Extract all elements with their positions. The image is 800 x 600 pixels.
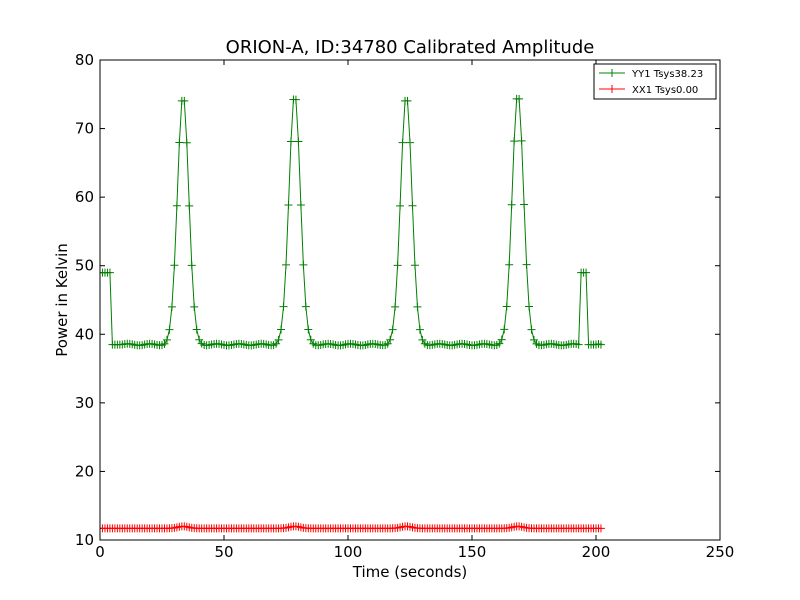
data-point: [408, 201, 417, 210]
plot-frame: [99, 59, 721, 541]
data-point: [299, 260, 308, 269]
data-point: [304, 325, 313, 334]
data-point: [296, 201, 305, 210]
data-point: [510, 137, 519, 146]
data-point: [596, 340, 605, 349]
data-point: [386, 335, 395, 344]
y-tick-label: 60: [75, 188, 94, 206]
data-point: [520, 200, 529, 209]
data-point: [517, 136, 526, 145]
data-point: [502, 302, 511, 311]
series-layer: [100, 94, 605, 533]
data-point: [175, 138, 184, 147]
y-tick-label: 50: [75, 257, 94, 275]
y-tick-label: 70: [75, 120, 94, 138]
legend-label-xx1: XX1 Tsys0.00: [632, 85, 698, 96]
data-point: [391, 302, 400, 311]
data-point: [525, 302, 534, 311]
x-tick-label: 250: [706, 543, 735, 561]
data-point: [190, 302, 199, 311]
data-point: [403, 96, 412, 105]
legend-marker-xx1: [608, 85, 616, 93]
data-point: [185, 201, 194, 210]
y-tick-label: 40: [75, 325, 94, 343]
legend: YY1 Tsys38.23 XX1 Tsys0.00: [593, 63, 717, 100]
legend-label-yy1: YY1 Tsys38.23: [631, 69, 703, 80]
chart-title: ORION-A, ID:34780 Calibrated Amplitude: [226, 37, 595, 58]
data-point: [162, 335, 171, 344]
data-point: [167, 302, 176, 311]
x-tick-label: 200: [582, 543, 611, 561]
data-point: [515, 94, 524, 103]
data-point: [596, 524, 605, 533]
y-tick-label: 10: [75, 531, 94, 549]
x-tick-label: 0: [95, 543, 105, 561]
data-point: [398, 138, 407, 147]
data-point: [294, 137, 303, 146]
data-point: [393, 261, 402, 270]
y-tick-label: 30: [75, 394, 94, 412]
data-point: [388, 325, 397, 334]
x-tick-label: 150: [458, 543, 487, 561]
data-point: [507, 200, 516, 209]
y-axis-label: Power in Kelvin: [53, 243, 71, 357]
x-axis-label: Time (seconds): [352, 563, 468, 581]
series-line: [100, 98, 602, 346]
y-tick-label: 20: [75, 462, 94, 480]
series-xx1: [100, 522, 605, 533]
data-point: [165, 325, 174, 334]
data-point: [282, 260, 290, 269]
data-point: [413, 302, 422, 311]
x-tick-label: 100: [334, 543, 363, 561]
data-point: [172, 201, 181, 210]
data-point: [527, 325, 536, 334]
data-point: [187, 261, 196, 270]
data-point: [284, 201, 293, 210]
data-point: [277, 325, 286, 334]
legend-marker-yy1: [608, 69, 616, 77]
data-point: [291, 95, 300, 104]
data-point: [301, 302, 310, 311]
data-point: [415, 325, 424, 334]
data-point: [180, 96, 189, 105]
data-point: [192, 325, 201, 334]
data-point: [182, 138, 191, 147]
data-point: [505, 260, 514, 269]
x-tick-label: 50: [214, 543, 233, 561]
data-point: [500, 325, 509, 334]
data-point: [170, 261, 179, 270]
data-point: [286, 137, 295, 146]
series-yy1: [100, 94, 605, 350]
data-point: [497, 335, 506, 344]
data-point: [582, 268, 591, 277]
legend-box: [593, 63, 717, 100]
data-point: [522, 260, 531, 269]
data-point: [410, 261, 419, 270]
data-point: [274, 335, 283, 344]
data-point: [279, 302, 288, 311]
data-point: [105, 268, 114, 277]
data-point: [396, 201, 405, 210]
tick-layer: 0 50 100 150 200 250 10 20 30 40 50 60 70 80: [75, 51, 734, 561]
data-point: [406, 138, 414, 147]
y-tick-label: 80: [75, 51, 94, 69]
data-point: [574, 340, 583, 349]
